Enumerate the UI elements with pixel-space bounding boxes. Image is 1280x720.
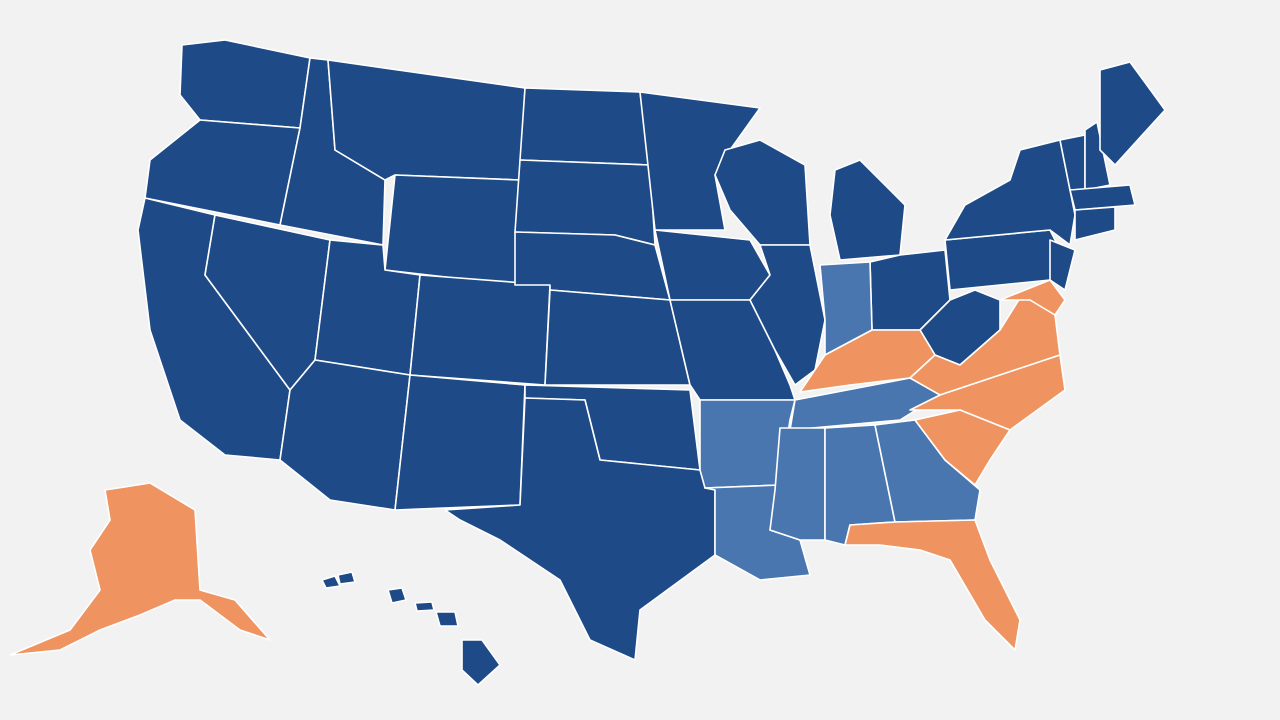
state — [1099, 61, 1166, 166]
island — [461, 639, 501, 686]
state — [1049, 239, 1076, 291]
state — [769, 427, 826, 541]
state — [179, 39, 311, 129]
island — [321, 575, 341, 589]
state — [749, 244, 826, 386]
region-group — [9, 279, 1066, 656]
state — [444, 397, 716, 661]
island — [387, 587, 407, 604]
state — [1069, 184, 1136, 211]
island — [435, 611, 459, 627]
state — [844, 519, 1021, 651]
state — [544, 289, 691, 386]
state — [9, 482, 271, 656]
island — [414, 601, 435, 612]
state — [394, 374, 526, 511]
state — [144, 119, 301, 226]
state — [914, 409, 1011, 486]
state — [384, 174, 521, 286]
state — [1074, 206, 1116, 241]
island — [337, 571, 356, 585]
state — [519, 87, 651, 166]
state — [999, 279, 1066, 316]
state — [1084, 121, 1111, 191]
region-group — [137, 39, 1166, 686]
state — [409, 274, 551, 386]
